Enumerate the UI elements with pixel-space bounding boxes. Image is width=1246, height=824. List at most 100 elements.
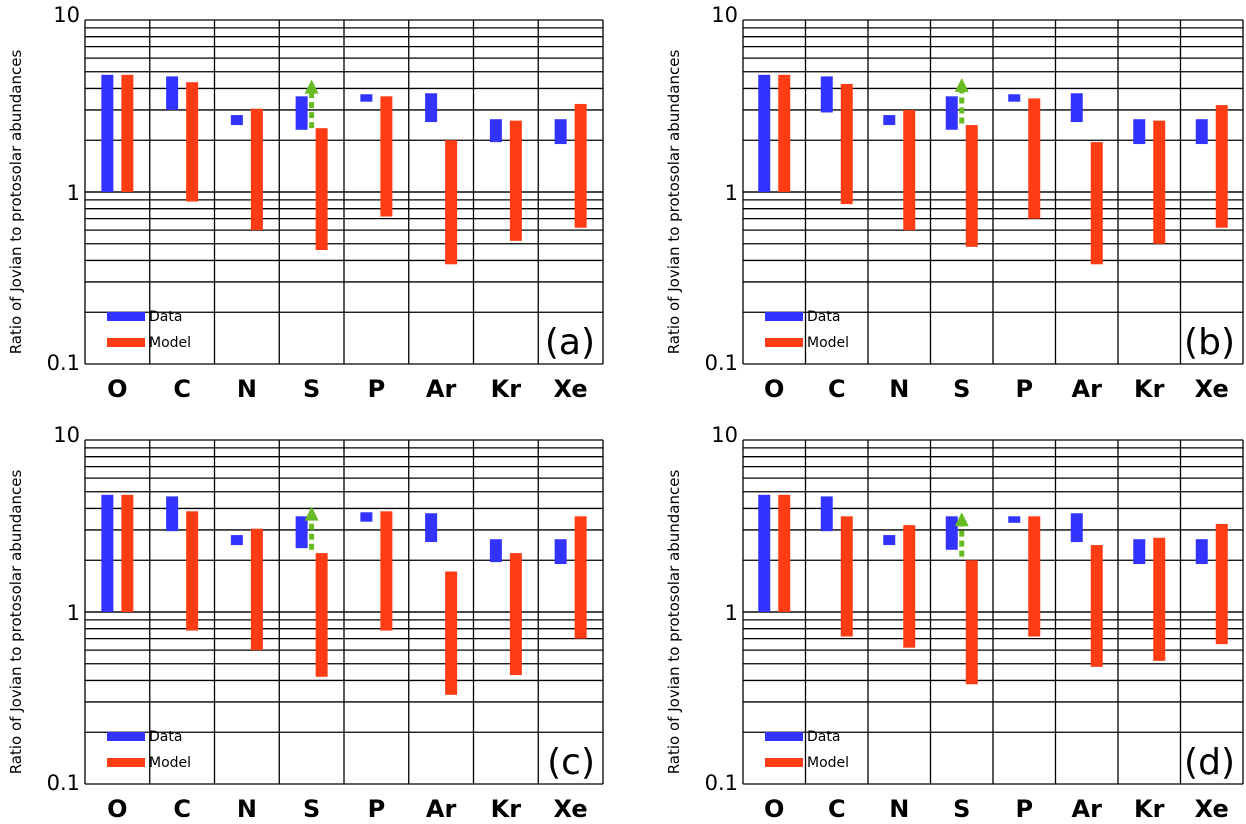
data-bar-Xe (554, 539, 567, 565)
legend-label: Data (807, 309, 840, 325)
data-bar-Ar (425, 93, 438, 123)
category-label: C (828, 375, 846, 403)
data-bar-P (360, 512, 373, 522)
category-label: Kr (491, 795, 522, 823)
data-bar-N (883, 115, 896, 126)
y-tick-label: 0.1 (47, 771, 80, 795)
model-bar-Kr (509, 120, 522, 241)
model-bar-O (778, 74, 791, 192)
legend-swatch (765, 338, 803, 347)
category-label: P (1015, 795, 1033, 823)
arrow-head (954, 512, 969, 527)
model-bar-P (380, 96, 393, 217)
arrow-head (954, 78, 969, 93)
data-bar-Ar (1070, 513, 1083, 543)
legend-label: Model (807, 335, 849, 351)
y-tick-label: 0.1 (705, 351, 738, 375)
model-bar-O (121, 494, 134, 612)
data-bar-Kr (1133, 539, 1146, 565)
y-tick-label: 1 (725, 601, 738, 625)
category-label: Xe (554, 375, 588, 403)
y-tick-label: 0.1 (47, 351, 80, 375)
category-label: Ar (426, 375, 457, 403)
model-bar-S (965, 560, 978, 685)
category-label: Ar (1072, 795, 1103, 823)
data-bar-N (883, 535, 896, 546)
model-bar-P (1028, 98, 1041, 219)
legend-swatch (107, 312, 145, 321)
model-bar-N (250, 108, 263, 231)
model-bar-S (315, 128, 328, 251)
data-bar-Kr (489, 119, 502, 143)
legend-swatch (107, 758, 145, 767)
model-bar-C (840, 83, 853, 205)
category-label: N (889, 375, 909, 403)
category-label: Xe (554, 795, 588, 823)
category-label: Kr (1134, 375, 1165, 403)
y-tick-label: 10 (711, 423, 738, 447)
model-bar-N (903, 525, 916, 648)
data-bar-C (820, 496, 833, 532)
category-label: S (953, 795, 970, 823)
data-bar-S (945, 96, 958, 130)
y-tick-label: 1 (67, 601, 80, 625)
model-bar-Xe (1215, 105, 1228, 228)
category-label: C (173, 375, 191, 403)
legend-swatch (107, 338, 145, 347)
panel-label: (b) (1184, 322, 1235, 363)
data-bar-C (166, 76, 179, 110)
model-bar-Xe (574, 516, 587, 639)
data-bar-N (230, 535, 243, 546)
model-bar-N (250, 528, 263, 651)
model-bar-C (840, 516, 853, 637)
model-bar-Xe (1215, 523, 1228, 645)
arrow-head (304, 506, 319, 521)
legend-label: Data (149, 729, 182, 745)
category-label: Ar (1072, 375, 1103, 403)
legend-label: Data (807, 729, 840, 745)
panel-1: 0.1 1 10 Ratio of Jovian to protosolar abun… (7, 3, 604, 403)
legend-label: Model (807, 755, 849, 771)
legend-swatch (765, 312, 803, 321)
y-axis-title: Ratio of Jovian to protosolar abundances (7, 470, 25, 775)
data-bar-C (820, 76, 833, 113)
category-label: Xe (1195, 375, 1229, 403)
panel-label: (a) (545, 322, 595, 363)
legend-swatch (765, 758, 803, 767)
data-bar-Kr (1133, 119, 1146, 145)
model-bar-Ar (445, 571, 458, 695)
data-bar-Kr (489, 539, 502, 563)
category-label: C (828, 795, 846, 823)
model-bar-C (186, 511, 199, 631)
y-tick-label: 1 (67, 181, 80, 205)
category-label: P (368, 375, 386, 403)
data-bar-O (758, 74, 771, 192)
panel-4: 0.1 1 10 Ratio of Jovian to protosolar abun… (665, 423, 1244, 823)
data-bar-Ar (1070, 93, 1083, 123)
category-label: Kr (491, 375, 522, 403)
panel-2: 0.1 1 10 Ratio of Jovian to protosolar abun… (665, 3, 1244, 403)
category-label: O (107, 795, 127, 823)
category-label: N (237, 375, 257, 403)
model-bar-Kr (1153, 120, 1166, 244)
y-axis-title: Ratio of Jovian to protosolar abundances (665, 50, 683, 355)
model-bar-Kr (509, 553, 522, 676)
panel-label: (c) (547, 742, 595, 783)
category-label: S (953, 375, 970, 403)
data-bar-O (101, 74, 114, 192)
category-label: C (173, 795, 191, 823)
category-label: Kr (1134, 795, 1165, 823)
data-bar-S (945, 516, 958, 550)
data-bar-Xe (1195, 119, 1208, 145)
category-label: S (303, 375, 320, 403)
category-label: P (368, 795, 386, 823)
data-bar-P (360, 94, 373, 102)
model-bar-P (1028, 516, 1041, 637)
data-bar-Xe (554, 119, 567, 145)
model-bar-Xe (574, 103, 587, 228)
category-label: Ar (426, 795, 457, 823)
data-bar-Xe (1195, 539, 1208, 565)
legend-label: Model (149, 755, 191, 771)
category-label: P (1015, 375, 1033, 403)
